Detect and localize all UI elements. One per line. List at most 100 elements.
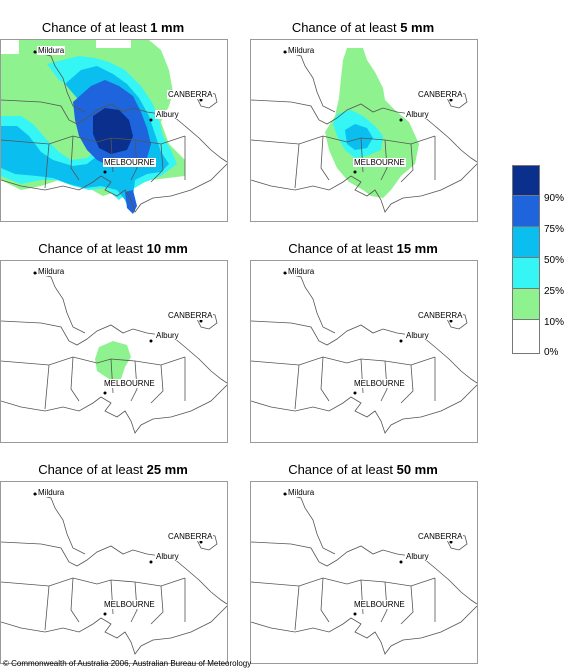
state-border [251,541,477,605]
albury-marker [149,560,153,564]
place-label-canberra: CANBERRA [167,90,214,99]
canberra-marker [199,540,203,544]
melbourne-marker [103,612,107,616]
map-panel-50mm: Mildura CANBERRA Albury MELBOURNE [250,481,478,664]
panel-title-amount: 15 mm [396,241,438,256]
canberra-marker [449,540,453,544]
panel-title-prefix: Chance of at least [38,462,147,477]
place-label-melbourne: MELBOURNE [103,600,156,609]
state-border-north [284,272,336,334]
state-border [1,320,227,384]
coastline [251,384,477,434]
legend-label-90: 90% [544,193,565,204]
rain-50pct-area [345,124,373,150]
copyright-notice: © Commonwealth of Australia 2006, Austra… [3,659,252,668]
mildura-marker [33,492,37,496]
place-label-albury: Albury [155,331,180,340]
place-label-melbourne: MELBOURNE [353,600,406,609]
place-label-albury: Albury [405,552,430,561]
melbourne-marker [353,391,357,395]
rain-10pct-area [95,341,131,379]
panel-title-amount: 1 mm [150,20,185,35]
place-label-albury: Albury [405,331,430,340]
legend-swatch-50 [512,227,540,258]
albury-marker [399,339,403,343]
legend-label-25: 25% [544,286,565,297]
district-boundaries [1,356,186,410]
melbourne-marker [103,391,107,395]
coastline [251,163,477,213]
panel-title-25mm: Chance of at least 25 mm [0,462,226,477]
district-boundaries [251,577,436,631]
place-label-albury: Albury [155,110,180,119]
state-border-north [284,51,336,113]
panel-title-10mm: Chance of at least 10 mm [0,241,226,256]
coastline [1,605,227,655]
district-boundaries [1,577,186,631]
panel-title-amount: 25 mm [146,462,188,477]
map-panel-15mm: Mildura CANBERRA Albury MELBOURNE [250,260,478,443]
mildura-marker [33,271,37,275]
place-label-canberra: CANBERRA [167,311,214,320]
melbourne-marker [103,170,107,174]
state-border [1,541,227,605]
map-panel-10mm: Mildura CANBERRA Albury MELBOURNE [0,260,228,443]
district-boundaries [1,135,186,189]
panel-title-prefix: Chance of at least [41,20,151,35]
mildura-marker [283,492,287,496]
state-border-north [34,51,86,113]
place-label-canberra: CANBERRA [167,532,214,541]
panel-title-amount: 10 mm [146,241,188,256]
place-label-canberra: CANBERRA [417,90,464,99]
legend-swatch-90 [512,165,540,196]
panel-title-prefix: Chance of at least [288,462,397,477]
panel-title-1mm: Chance of at least 1 mm [0,20,226,35]
panel-title-prefix: Chance of at least [291,20,401,35]
panel-title-50mm: Chance of at least 50 mm [250,462,476,477]
legend-swatch-0 [512,320,540,354]
state-border [1,99,227,163]
albury-marker [149,339,153,343]
coastline [1,384,227,434]
state-border-north [284,493,336,555]
place-label-albury: Albury [155,552,180,561]
legend-label-50: 50% [544,255,565,266]
place-label-mildura: Mildura [37,488,66,497]
place-label-melbourne: MELBOURNE [103,379,156,388]
legend-swatch-10 [512,289,540,320]
place-label-melbourne: MELBOURNE [353,379,406,388]
panel-title-prefix: Chance of at least [38,241,147,256]
canberra-marker [449,98,453,102]
place-label-albury: Albury [405,110,430,119]
legend-label-0: 0% [544,347,559,358]
place-label-melbourne: MELBOURNE [103,158,156,167]
map-panel-1mm: Mildura CANBERRA Albury MELBOURNE [0,39,228,222]
panel-title-5mm: Chance of at least 5 mm [250,20,476,35]
district-boundaries [251,135,436,189]
coastline [1,163,227,213]
state-border [251,99,477,163]
place-label-mildura: Mildura [37,46,66,55]
legend-label-75: 75% [544,224,565,235]
legend-swatch-25 [512,258,540,289]
mildura-marker [283,50,287,54]
albury-marker [399,118,403,122]
panel-title-15mm: Chance of at least 15 mm [250,241,476,256]
canberra-marker [449,319,453,323]
state-border-north [34,272,86,334]
state-border [251,320,477,384]
rain-90pct-area [93,108,133,154]
coastline [251,605,477,655]
melbourne-marker [353,170,357,174]
canberra-marker [199,319,203,323]
place-label-canberra: CANBERRA [417,532,464,541]
state-border-north [34,493,86,555]
legend-swatch-75 [512,196,540,227]
place-label-melbourne: MELBOURNE [353,158,406,167]
place-label-mildura: Mildura [287,46,316,55]
mildura-marker [283,271,287,275]
place-label-mildura: Mildura [287,488,316,497]
melbourne-marker [353,612,357,616]
place-label-mildura: Mildura [287,267,316,276]
panel-title-prefix: Chance of at least [288,241,397,256]
